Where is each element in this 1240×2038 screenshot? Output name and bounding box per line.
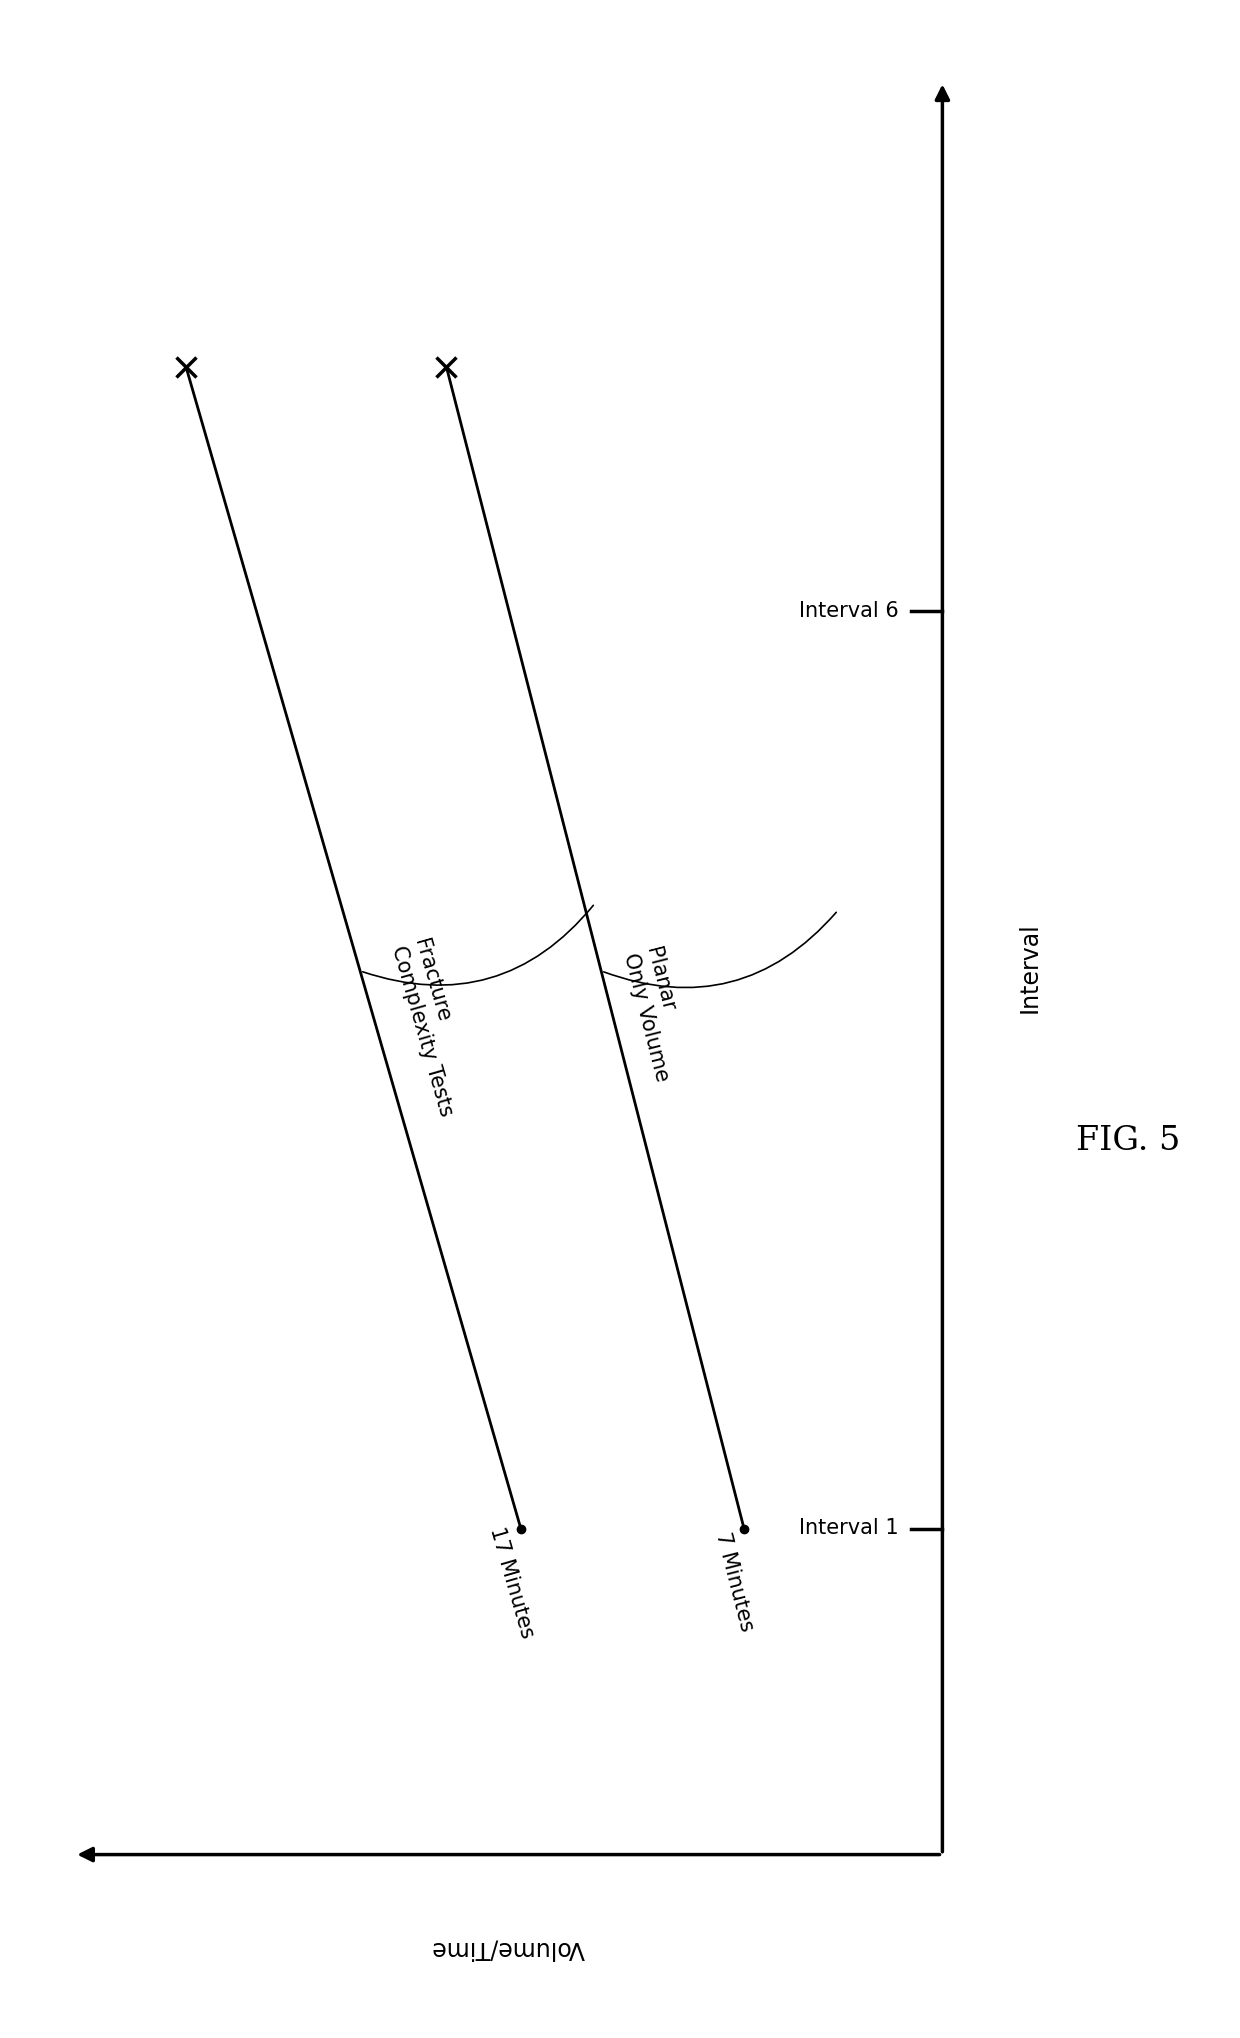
Text: Interval 1: Interval 1: [800, 1518, 899, 1539]
Text: Fracture
Complexity Tests: Fracture Complexity Tests: [388, 937, 479, 1119]
Text: FIG. 5: FIG. 5: [1076, 1125, 1180, 1158]
Text: Interval 6: Interval 6: [800, 601, 899, 622]
Text: 7 Minutes: 7 Minutes: [712, 1531, 756, 1634]
Text: 17 Minutes: 17 Minutes: [486, 1524, 537, 1641]
Text: Volume/Time: Volume/Time: [432, 1936, 585, 1961]
Text: Planar
Only Volume: Planar Only Volume: [620, 946, 694, 1084]
Text: Interval: Interval: [1017, 923, 1042, 1013]
